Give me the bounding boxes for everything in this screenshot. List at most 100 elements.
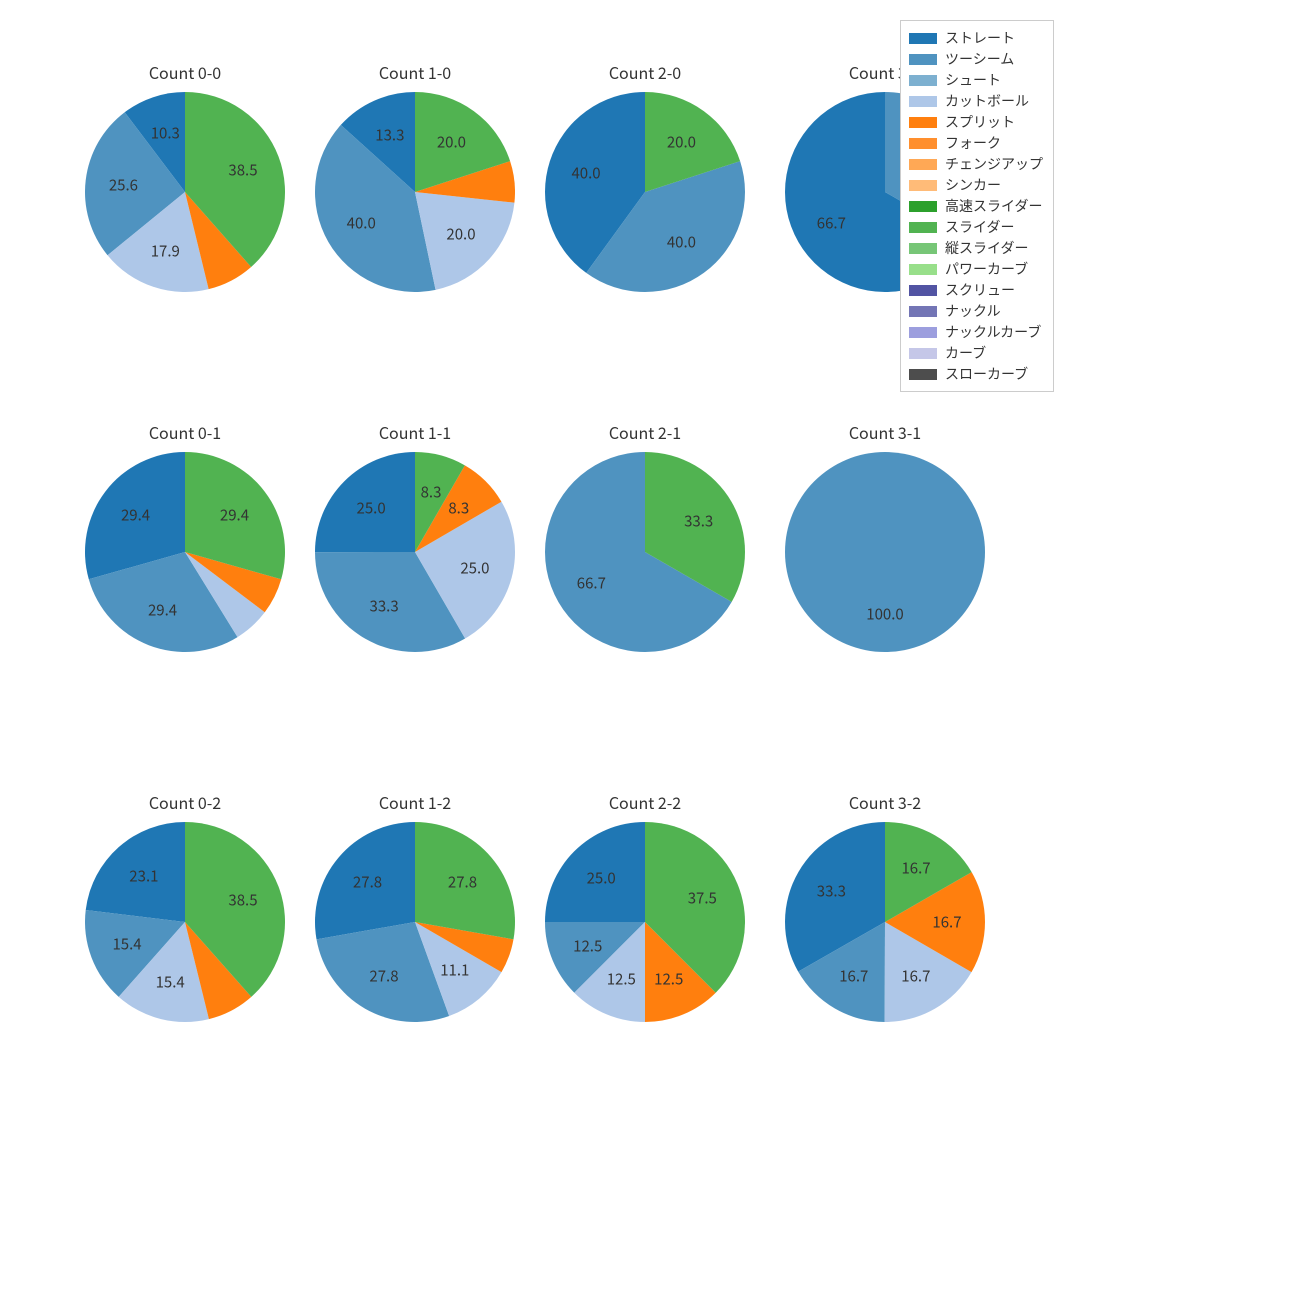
pie-cell: Count 3-2 33.316.716.716.716.7 (760, 790, 1010, 1022)
pie-chart: 13.340.020.020.0 (315, 92, 515, 292)
legend-label: スローカーブ (945, 364, 1028, 384)
legend-swatch (909, 348, 937, 359)
legend-label: フォーク (945, 133, 1001, 153)
pie-chart: 23.115.415.438.5 (85, 822, 285, 1022)
legend-row: シュート (909, 70, 1043, 90)
pie-slice (415, 822, 515, 939)
legend-label: スプリット (945, 112, 1015, 132)
pie-slice (545, 822, 645, 922)
pie-title: Count 0-1 (60, 420, 310, 444)
pie-title: Count 1-2 (290, 790, 540, 814)
pie-title: Count 3-2 (760, 790, 1010, 814)
pie-svg (315, 92, 515, 292)
pie-title: Count 2-2 (520, 790, 770, 814)
pie-cell: Count 2-2 25.012.512.512.537.5 (520, 790, 770, 1022)
legend-swatch (909, 138, 937, 149)
legend-swatch (909, 285, 937, 296)
pie-title: Count 1-1 (290, 420, 540, 444)
pie-slice (315, 452, 415, 552)
legend-swatch (909, 96, 937, 107)
pie-chart: 27.827.811.127.8 (315, 822, 515, 1022)
pie-cell: Count 0-1 29.429.429.4 (60, 420, 310, 652)
legend-row: スクリュー (909, 280, 1043, 300)
legend-label: スクリュー (945, 280, 1015, 300)
legend-swatch (909, 222, 937, 233)
pie-cell: Count 1-2 27.827.811.127.8 (290, 790, 540, 1022)
legend-swatch (909, 306, 937, 317)
pie-svg (545, 822, 745, 1022)
legend-label: チェンジアップ (945, 154, 1043, 174)
pie-svg (545, 452, 745, 652)
pie-chart: 100.0 (785, 452, 985, 652)
legend-row: ナックルカーブ (909, 322, 1043, 342)
chart-grid: Count 0-0 10.325.617.938.5Count 1-0 13.340… (0, 0, 1300, 1300)
pie-chart: 66.733.3 (545, 452, 745, 652)
legend-row: 高速スライダー (909, 196, 1043, 216)
legend-row: シンカー (909, 175, 1043, 195)
pie-title: Count 0-0 (60, 60, 310, 84)
pie-chart: 25.012.512.512.537.5 (545, 822, 745, 1022)
legend-swatch (909, 117, 937, 128)
pie-title: Count 0-2 (60, 790, 310, 814)
legend-swatch (909, 75, 937, 86)
legend-label: カーブ (945, 343, 986, 363)
legend-row: 縦スライダー (909, 238, 1043, 258)
legend-label: ナックル (945, 301, 1001, 321)
legend-row: カットボール (909, 91, 1043, 111)
pie-svg (315, 452, 515, 652)
pie-svg (785, 452, 985, 652)
pie-title: Count 2-0 (520, 60, 770, 84)
legend: ストレートツーシームシュートカットボールスプリットフォークチェンジアップシンカー… (900, 20, 1054, 392)
legend-row: パワーカーブ (909, 259, 1043, 279)
legend-label: パワーカーブ (945, 259, 1028, 279)
legend-swatch (909, 201, 937, 212)
legend-swatch (909, 243, 937, 254)
pie-cell: Count 3-1 100.0 (760, 420, 1010, 652)
pie-svg (785, 822, 985, 1022)
legend-label: カットボール (945, 91, 1029, 111)
legend-row: スローカーブ (909, 364, 1043, 384)
legend-swatch (909, 369, 937, 380)
pie-chart: 40.040.020.0 (545, 92, 745, 292)
pie-slice (86, 822, 185, 922)
pie-svg (85, 822, 285, 1022)
legend-label: ツーシーム (945, 49, 1014, 69)
pie-slice (785, 452, 985, 652)
pie-cell: Count 0-0 10.325.617.938.5 (60, 60, 310, 292)
legend-row: ストレート (909, 28, 1043, 48)
legend-swatch (909, 54, 937, 65)
pie-chart: 25.033.325.08.38.3 (315, 452, 515, 652)
pie-svg (545, 92, 745, 292)
legend-label: 高速スライダー (945, 196, 1042, 216)
pie-chart: 33.316.716.716.716.7 (785, 822, 985, 1022)
legend-row: スライダー (909, 217, 1043, 237)
legend-label: 縦スライダー (945, 238, 1028, 258)
legend-label: ストレート (945, 28, 1015, 48)
legend-label: スライダー (945, 217, 1014, 237)
pie-chart: 29.429.429.4 (85, 452, 285, 652)
legend-row: スプリット (909, 112, 1043, 132)
pie-svg (315, 822, 515, 1022)
legend-row: カーブ (909, 343, 1043, 363)
pie-cell: Count 1-1 25.033.325.08.38.3 (290, 420, 540, 652)
legend-label: シンカー (945, 175, 1001, 195)
legend-row: ツーシーム (909, 49, 1043, 69)
pie-title: Count 2-1 (520, 420, 770, 444)
legend-row: チェンジアップ (909, 154, 1043, 174)
legend-swatch (909, 159, 937, 170)
legend-row: ナックル (909, 301, 1043, 321)
pie-title: Count 3-1 (760, 420, 1010, 444)
legend-label: ナックルカーブ (945, 322, 1041, 342)
pie-cell: Count 0-2 23.115.415.438.5 (60, 790, 310, 1022)
legend-swatch (909, 327, 937, 338)
pie-slice (315, 822, 415, 939)
pie-svg (85, 452, 285, 652)
legend-swatch (909, 33, 937, 44)
pie-svg (85, 92, 285, 292)
pie-chart: 10.325.617.938.5 (85, 92, 285, 292)
pie-title: Count 1-0 (290, 60, 540, 84)
pie-cell: Count 2-1 66.733.3 (520, 420, 770, 652)
pie-cell: Count 2-0 40.040.020.0 (520, 60, 770, 292)
legend-row: フォーク (909, 133, 1043, 153)
pie-cell: Count 1-0 13.340.020.020.0 (290, 60, 540, 292)
